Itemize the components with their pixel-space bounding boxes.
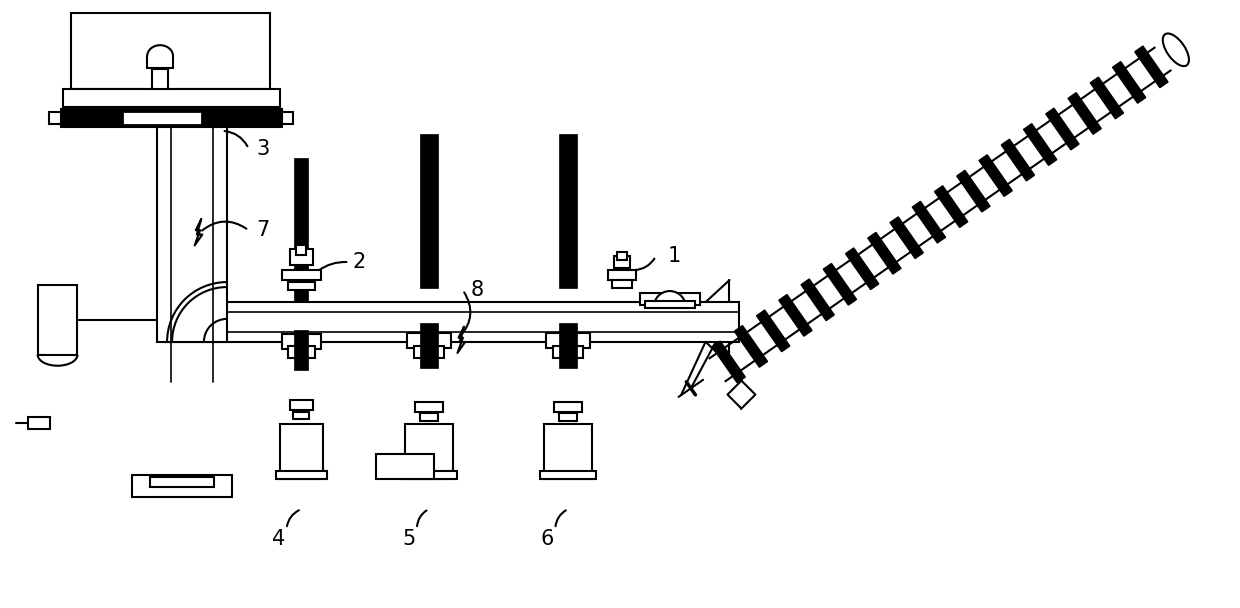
Bar [559,134,577,288]
Polygon shape [980,155,1012,196]
Bar [288,282,315,290]
Polygon shape [890,217,924,258]
Polygon shape [957,170,990,212]
Bar [401,471,456,479]
Bar [153,69,169,89]
Bar [547,333,590,348]
Text: 6: 6 [541,529,554,549]
Bar [157,89,227,342]
Bar [553,346,583,358]
Bar [133,475,232,497]
Bar [27,418,50,429]
Bar [554,401,582,412]
Text: 8: 8 [471,280,484,300]
Polygon shape [756,310,790,351]
Bar [281,270,321,280]
Bar [71,13,269,89]
Wedge shape [653,291,686,307]
Text: 1: 1 [668,246,681,266]
Bar [559,323,577,368]
Text: 5: 5 [402,529,415,549]
Bar [281,112,294,124]
Polygon shape [935,186,967,227]
Polygon shape [913,201,946,243]
Bar [559,413,577,421]
Bar [645,301,694,308]
Polygon shape [1001,139,1034,181]
Polygon shape [823,263,857,305]
Bar [420,323,438,368]
Bar [541,471,596,479]
Polygon shape [1090,77,1123,119]
Text: 3: 3 [257,139,270,159]
Bar [164,302,739,342]
Bar [613,280,632,288]
Polygon shape [1045,108,1079,150]
Bar [640,293,699,305]
Bar [420,134,438,288]
Bar [608,270,636,280]
Bar [405,424,453,479]
Bar [150,477,213,487]
Polygon shape [728,381,755,409]
Bar [407,333,451,348]
Polygon shape [801,279,835,320]
Bar [294,330,309,370]
Polygon shape [734,326,768,367]
Text: 4: 4 [272,529,285,549]
Bar [420,413,438,421]
Bar [544,424,593,479]
Bar [294,157,309,302]
Bar [289,399,314,410]
Polygon shape [712,341,745,383]
Bar [61,109,281,127]
Bar [279,424,324,479]
Bar [294,412,310,420]
Polygon shape [1112,61,1146,103]
Bar [288,346,315,358]
Polygon shape [846,248,879,289]
Polygon shape [1068,92,1101,134]
Polygon shape [1135,46,1168,88]
Text: 2: 2 [352,252,366,272]
Bar [618,252,627,260]
Bar [289,249,314,265]
Bar [48,112,61,124]
Bar [62,89,279,107]
Text: 7: 7 [257,220,270,240]
Polygon shape [868,232,901,274]
Bar [296,245,306,255]
Bar [415,401,443,412]
Bar [281,334,321,349]
Polygon shape [1023,123,1056,165]
Bar [614,256,630,268]
Polygon shape [779,294,812,336]
Bar [37,285,77,354]
Bar [376,454,434,479]
Bar [414,346,444,358]
Bar [275,471,327,479]
Bar [123,111,202,125]
